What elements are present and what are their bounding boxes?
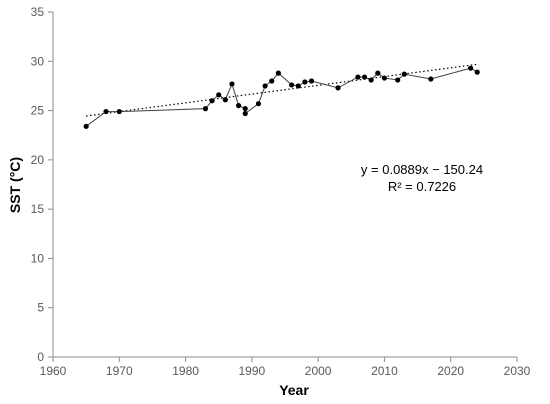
x-axis-title: Year <box>279 382 309 398</box>
data-point <box>401 71 407 77</box>
data-point <box>428 76 434 82</box>
data-point <box>209 98 215 104</box>
axes <box>48 11 518 362</box>
data-point <box>468 65 474 71</box>
data-point <box>335 85 341 91</box>
data-point <box>295 83 301 89</box>
y-tick-label: 0 <box>37 350 44 364</box>
data-point <box>116 108 122 115</box>
data-point <box>242 106 248 112</box>
x-tick-label: 2020 <box>437 364 464 378</box>
data-point <box>381 75 388 81</box>
data-point <box>355 74 361 80</box>
data-point <box>275 70 281 76</box>
data-point <box>375 70 381 76</box>
x-tick-label: 2030 <box>504 364 531 378</box>
data-point <box>222 97 228 103</box>
trendline-r2: R² = 0.7226 <box>388 179 456 194</box>
data-point <box>269 78 275 84</box>
y-tick-label: 20 <box>31 153 45 167</box>
x-tick-label: 1980 <box>172 364 199 378</box>
x-tick-label: 1990 <box>239 364 266 378</box>
data-point <box>83 123 89 129</box>
data-points <box>83 65 480 129</box>
x-tick-label: 1960 <box>40 364 67 378</box>
x-tick-label: 2000 <box>305 364 332 378</box>
y-tick-label: 15 <box>31 202 45 216</box>
x-tick-label: 2010 <box>371 364 398 378</box>
data-point <box>361 74 368 80</box>
series-line <box>85 67 478 127</box>
data-point <box>302 79 308 85</box>
x-tick-label: 1970 <box>106 364 133 378</box>
data-point <box>368 77 374 83</box>
data-point <box>242 110 248 117</box>
data-point <box>103 108 109 115</box>
data-point <box>216 92 222 98</box>
data-point <box>395 77 401 83</box>
trendline-equation: y = 0.0889x − 150.24 <box>361 162 483 177</box>
y-tick-label: 35 <box>31 5 45 19</box>
tick-labels: 0 5 10 15 20 25 30 35 1960 1970 1980 1990 2000 2010 20… <box>31 5 531 378</box>
y-tick-label: 30 <box>31 54 45 68</box>
y-tick-label: 10 <box>31 251 45 265</box>
data-point <box>255 101 262 107</box>
data-point <box>262 83 268 89</box>
data-point <box>289 82 295 88</box>
data-point <box>474 69 480 75</box>
y-tick-label: 25 <box>31 104 45 118</box>
data-point <box>202 106 209 112</box>
y-axis-title: SST (°C) <box>7 157 23 213</box>
trend-line <box>86 63 478 117</box>
data-point <box>308 78 315 84</box>
y-tick-label: 5 <box>37 301 44 315</box>
data-point <box>229 81 235 87</box>
data-point <box>236 103 242 109</box>
